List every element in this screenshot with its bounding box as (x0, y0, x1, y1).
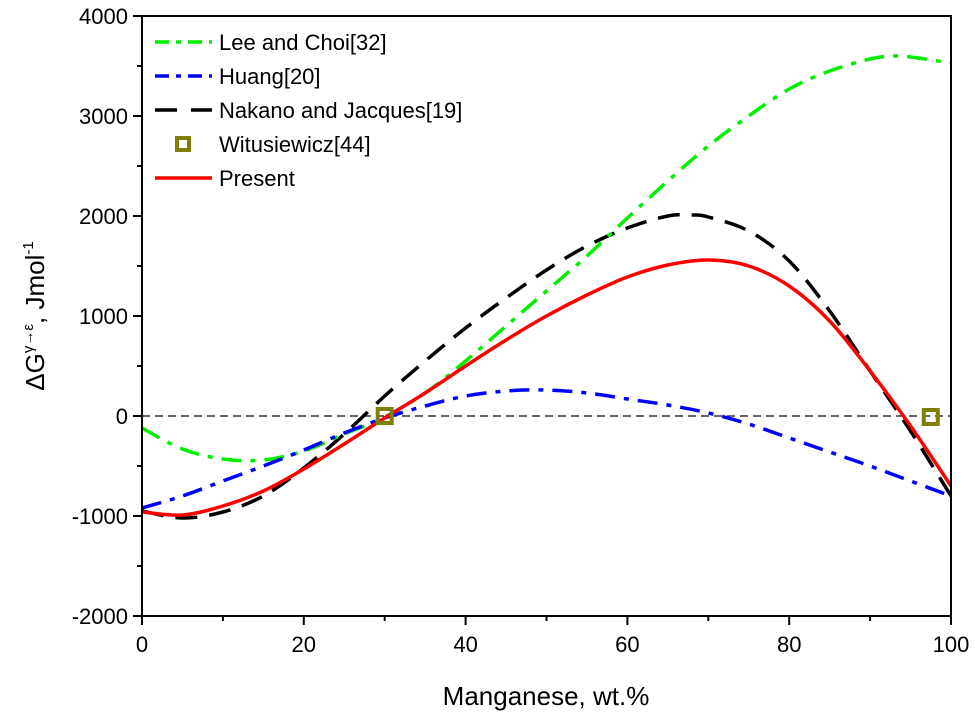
y-tick-label: 0 (116, 404, 128, 429)
x-tick-label: 80 (777, 632, 801, 657)
legend-item: Witusiewicz[44] (175, 132, 371, 157)
x-tick-label: 20 (292, 632, 316, 657)
series-line-nakano-and-jacques-19 (142, 212, 951, 520)
series-line-present (142, 258, 951, 517)
data-point-witusiewicz-44 (921, 408, 940, 426)
y-tick-label: -1000 (72, 504, 128, 529)
legend-item: Lee and Choi[32] (155, 30, 387, 55)
legend-label: Present (219, 166, 295, 191)
ticks: 0 20 40 60 80 100 -2000 -1000 0 1000 2000 3000 4000 (72, 4, 970, 657)
data-point-witusiewicz-44 (375, 407, 394, 425)
y-tick-label: 1000 (79, 304, 128, 329)
legend-label: Huang[20] (219, 64, 321, 89)
legend-label: Nakano and Jacques[19] (219, 98, 462, 123)
y-tick-label: 3000 (79, 104, 128, 129)
x-tick-label: 0 (136, 632, 148, 657)
legend-item: Huang[20] (155, 64, 321, 89)
x-tick-label: 60 (615, 632, 639, 657)
x-tick-label: 40 (453, 632, 477, 657)
y-tick-label: 4000 (79, 4, 128, 29)
y-tick-label: -2000 (72, 604, 128, 629)
y-axis-title: ΔGγ→ε, Jmol-1 (20, 241, 50, 390)
y-axis-title-unit-sup: -1 (20, 241, 37, 254)
y-axis-title-sup: γ→ε (20, 324, 37, 354)
legend-item: Nakano and Jacques[19] (155, 98, 462, 123)
series-line-lee-and-choi-32 (142, 54, 951, 463)
y-axis-title-base: ΔG (20, 353, 50, 391)
legend-item: Present (155, 166, 295, 191)
y-axis-title-unit: , Jmol (20, 255, 50, 324)
legend-label: Witusiewicz[44] (219, 132, 371, 157)
legend-marker (175, 136, 191, 152)
legend-label: Lee and Choi[32] (219, 30, 387, 55)
x-axis-title: Manganese, wt.% (443, 681, 650, 711)
legend: Lee and Choi[32] Huang[20] Nakano and Jacq… (155, 30, 462, 191)
series-line-huang-20 (142, 388, 951, 510)
plot-lines (142, 54, 951, 520)
y-tick-label: 2000 (79, 204, 128, 229)
x-tick-label: 100 (933, 632, 970, 657)
